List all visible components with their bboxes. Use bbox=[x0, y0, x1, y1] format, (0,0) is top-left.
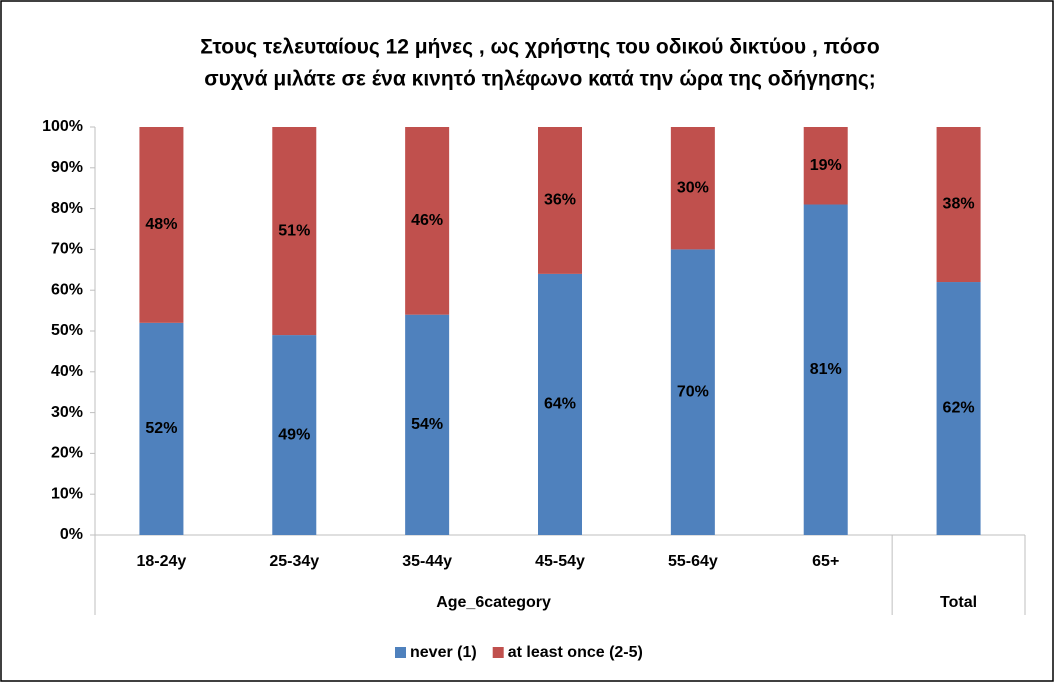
bar-segment bbox=[803, 127, 848, 205]
legend-swatch bbox=[492, 647, 504, 658]
bar-segment bbox=[538, 127, 582, 274]
legend-label: never (1) bbox=[410, 644, 477, 661]
bar-segment bbox=[272, 127, 317, 336]
data-label: 19% bbox=[810, 157, 842, 174]
x-tick-label: 65+ bbox=[812, 553, 839, 570]
group-label: Total bbox=[940, 594, 977, 611]
bar-segment bbox=[405, 127, 450, 315]
chart-title: Στους τελευταίους 12 μήνες , ως χρήστης … bbox=[200, 36, 880, 59]
x-tick-label: 25-34y bbox=[269, 553, 319, 570]
chart-title: συχνά μιλάτε σε ένα κινητό τηλέφωνο κατά… bbox=[204, 68, 876, 91]
bar-segment bbox=[538, 273, 582, 535]
y-tick-label: 40% bbox=[51, 363, 83, 380]
legend-swatch bbox=[395, 647, 406, 658]
data-label: 81% bbox=[810, 361, 842, 378]
y-tick-label: 100% bbox=[42, 118, 83, 135]
y-tick-label: 50% bbox=[51, 322, 83, 339]
y-tick-label: 60% bbox=[51, 281, 83, 298]
x-tick-label: 18-24y bbox=[137, 553, 187, 570]
data-label: 30% bbox=[677, 179, 709, 196]
y-tick-label: 20% bbox=[51, 445, 83, 462]
data-label: 36% bbox=[544, 192, 576, 209]
y-tick-label: 0% bbox=[60, 526, 83, 543]
y-tick-label: 30% bbox=[51, 404, 83, 421]
bar-segment bbox=[936, 127, 981, 283]
y-tick-label: 10% bbox=[51, 485, 83, 502]
bar-segment bbox=[139, 322, 184, 535]
group-label: Age_6category bbox=[436, 594, 551, 611]
data-label: 49% bbox=[278, 426, 310, 443]
bar-segment bbox=[803, 204, 848, 535]
data-label: 48% bbox=[145, 216, 177, 233]
data-label: 51% bbox=[278, 222, 310, 239]
x-tick-label: 55-64y bbox=[668, 553, 718, 570]
x-tick-label: 45-54y bbox=[535, 553, 585, 570]
bar-segment bbox=[670, 249, 715, 535]
data-label: 70% bbox=[677, 383, 709, 400]
data-label: 38% bbox=[943, 196, 975, 213]
x-tick-label: 35-44y bbox=[402, 553, 452, 570]
data-label: 46% bbox=[411, 212, 443, 229]
bar-segment bbox=[139, 127, 184, 323]
y-tick-label: 80% bbox=[51, 200, 83, 217]
data-label: 54% bbox=[411, 416, 443, 433]
bar-segment bbox=[936, 282, 981, 535]
legend-label: at least once (2-5) bbox=[508, 644, 643, 661]
data-label: 62% bbox=[943, 400, 975, 417]
y-tick-label: 70% bbox=[51, 241, 83, 258]
bar-segment bbox=[272, 335, 317, 535]
bar-segment bbox=[670, 127, 715, 250]
bar-segment bbox=[405, 314, 450, 535]
data-label: 52% bbox=[145, 420, 177, 437]
data-label: 64% bbox=[544, 396, 576, 413]
y-tick-label: 90% bbox=[51, 159, 83, 176]
